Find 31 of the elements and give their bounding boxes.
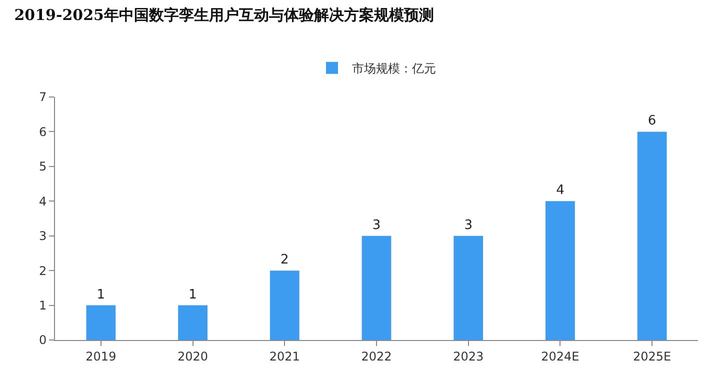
x-tick-label: 2019 [86,349,116,364]
data-label: 1 [188,287,197,302]
bar [637,132,667,340]
y-tick-label: 0 [38,333,47,348]
y-tick-label: 7 [38,90,47,104]
bar [546,201,575,340]
y-tick-label: 1 [38,298,47,312]
y-tick-label: 4 [38,194,47,208]
bar [454,236,484,340]
y-tick-label: 2 [38,264,47,278]
chart-title: 2019-2025年中国数字孪生用户互动与体验解决方案规模预测 [14,6,434,24]
y-tick-label: 6 [38,124,47,139]
data-label: 2 [280,252,289,268]
data-label: 1 [96,287,106,302]
bar [362,236,392,340]
x-tick-label: 2023 [453,349,484,364]
y-tick-label: 5 [38,160,47,174]
y-tick-label: 3 [38,229,47,244]
data-label: 3 [464,218,472,233]
data-label: 3 [372,218,381,233]
legend-label: 市场规模：亿元 [352,62,436,76]
data-label: 6 [648,114,656,129]
x-tick-label: 2022 [361,349,392,364]
x-tick-label: 2021 [269,349,300,364]
x-tick-label: 2020 [178,349,208,364]
x-tick-label: 2025E [633,349,672,364]
bar [270,270,300,340]
bar [86,305,116,340]
data-label: 4 [556,183,564,198]
bar [178,305,208,340]
x-tick-label: 2024E [541,349,580,364]
